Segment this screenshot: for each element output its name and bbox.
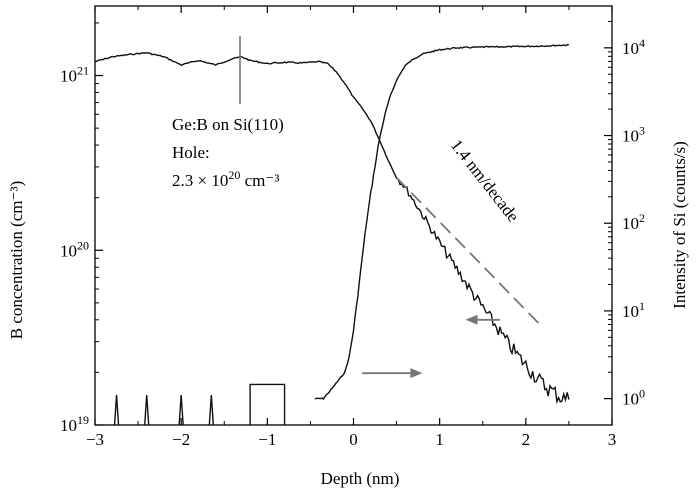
annotations bbox=[239, 36, 500, 379]
slope-annotation: 1.4 nm/decade bbox=[447, 136, 523, 226]
boron-concentration-line bbox=[94, 52, 570, 405]
right-y-axis: 100 101 102 103 104 bbox=[604, 5, 645, 409]
y-right-tick-label: 103 bbox=[622, 124, 645, 146]
y-right-tick-label: 100 bbox=[622, 387, 645, 409]
y-left-tick-label: 1021 bbox=[60, 64, 89, 86]
sample-annotation-line3: 2.3 × 1020 cm⁻³ bbox=[172, 168, 279, 190]
left-axis-arrow-head bbox=[465, 314, 478, 325]
x-axis: −3 −2 −1 0 1 2 3 bbox=[86, 6, 616, 449]
y-right-tick-label: 101 bbox=[622, 299, 645, 321]
noise-spike bbox=[113, 394, 120, 426]
fit-dashed-line bbox=[395, 177, 544, 329]
y-left-tick-label: 1020 bbox=[60, 238, 89, 260]
noise-spike bbox=[144, 394, 150, 426]
plot-border bbox=[94, 5, 613, 426]
x-tick-label: 2 bbox=[522, 430, 531, 449]
y-right-tick-label: 104 bbox=[622, 36, 645, 58]
noise-spike bbox=[178, 394, 184, 426]
left-y-axis: 1019 1020 1021 bbox=[60, 22, 103, 435]
x-tick-label: 0 bbox=[349, 430, 358, 449]
series-layer bbox=[94, 43, 570, 426]
count-plateau bbox=[249, 383, 286, 425]
x-tick-label: −3 bbox=[86, 430, 104, 449]
x-tick-label: −2 bbox=[172, 430, 190, 449]
y-left-tick-label: 1019 bbox=[60, 413, 89, 435]
si-intensity-line bbox=[314, 43, 570, 401]
x-tick-label: −1 bbox=[258, 430, 276, 449]
left-y-axis-label: B concentration (cm⁻³) bbox=[7, 181, 26, 340]
sample-annotation-line2: Hole: bbox=[172, 143, 210, 162]
right-axis-arrow-head bbox=[410, 368, 423, 379]
y-right-tick-label: 102 bbox=[622, 211, 645, 233]
noise-spike bbox=[208, 394, 215, 426]
x-tick-label: 1 bbox=[435, 430, 444, 449]
plot-frame bbox=[94, 5, 613, 426]
x-axis-label: Depth (nm) bbox=[321, 469, 400, 488]
right-y-axis-label: Intensity of Si (counts/s) bbox=[670, 141, 689, 309]
sample-annotation-line1: Ge:B on Si(110) bbox=[172, 115, 284, 134]
x-tick-label: 3 bbox=[608, 430, 617, 449]
